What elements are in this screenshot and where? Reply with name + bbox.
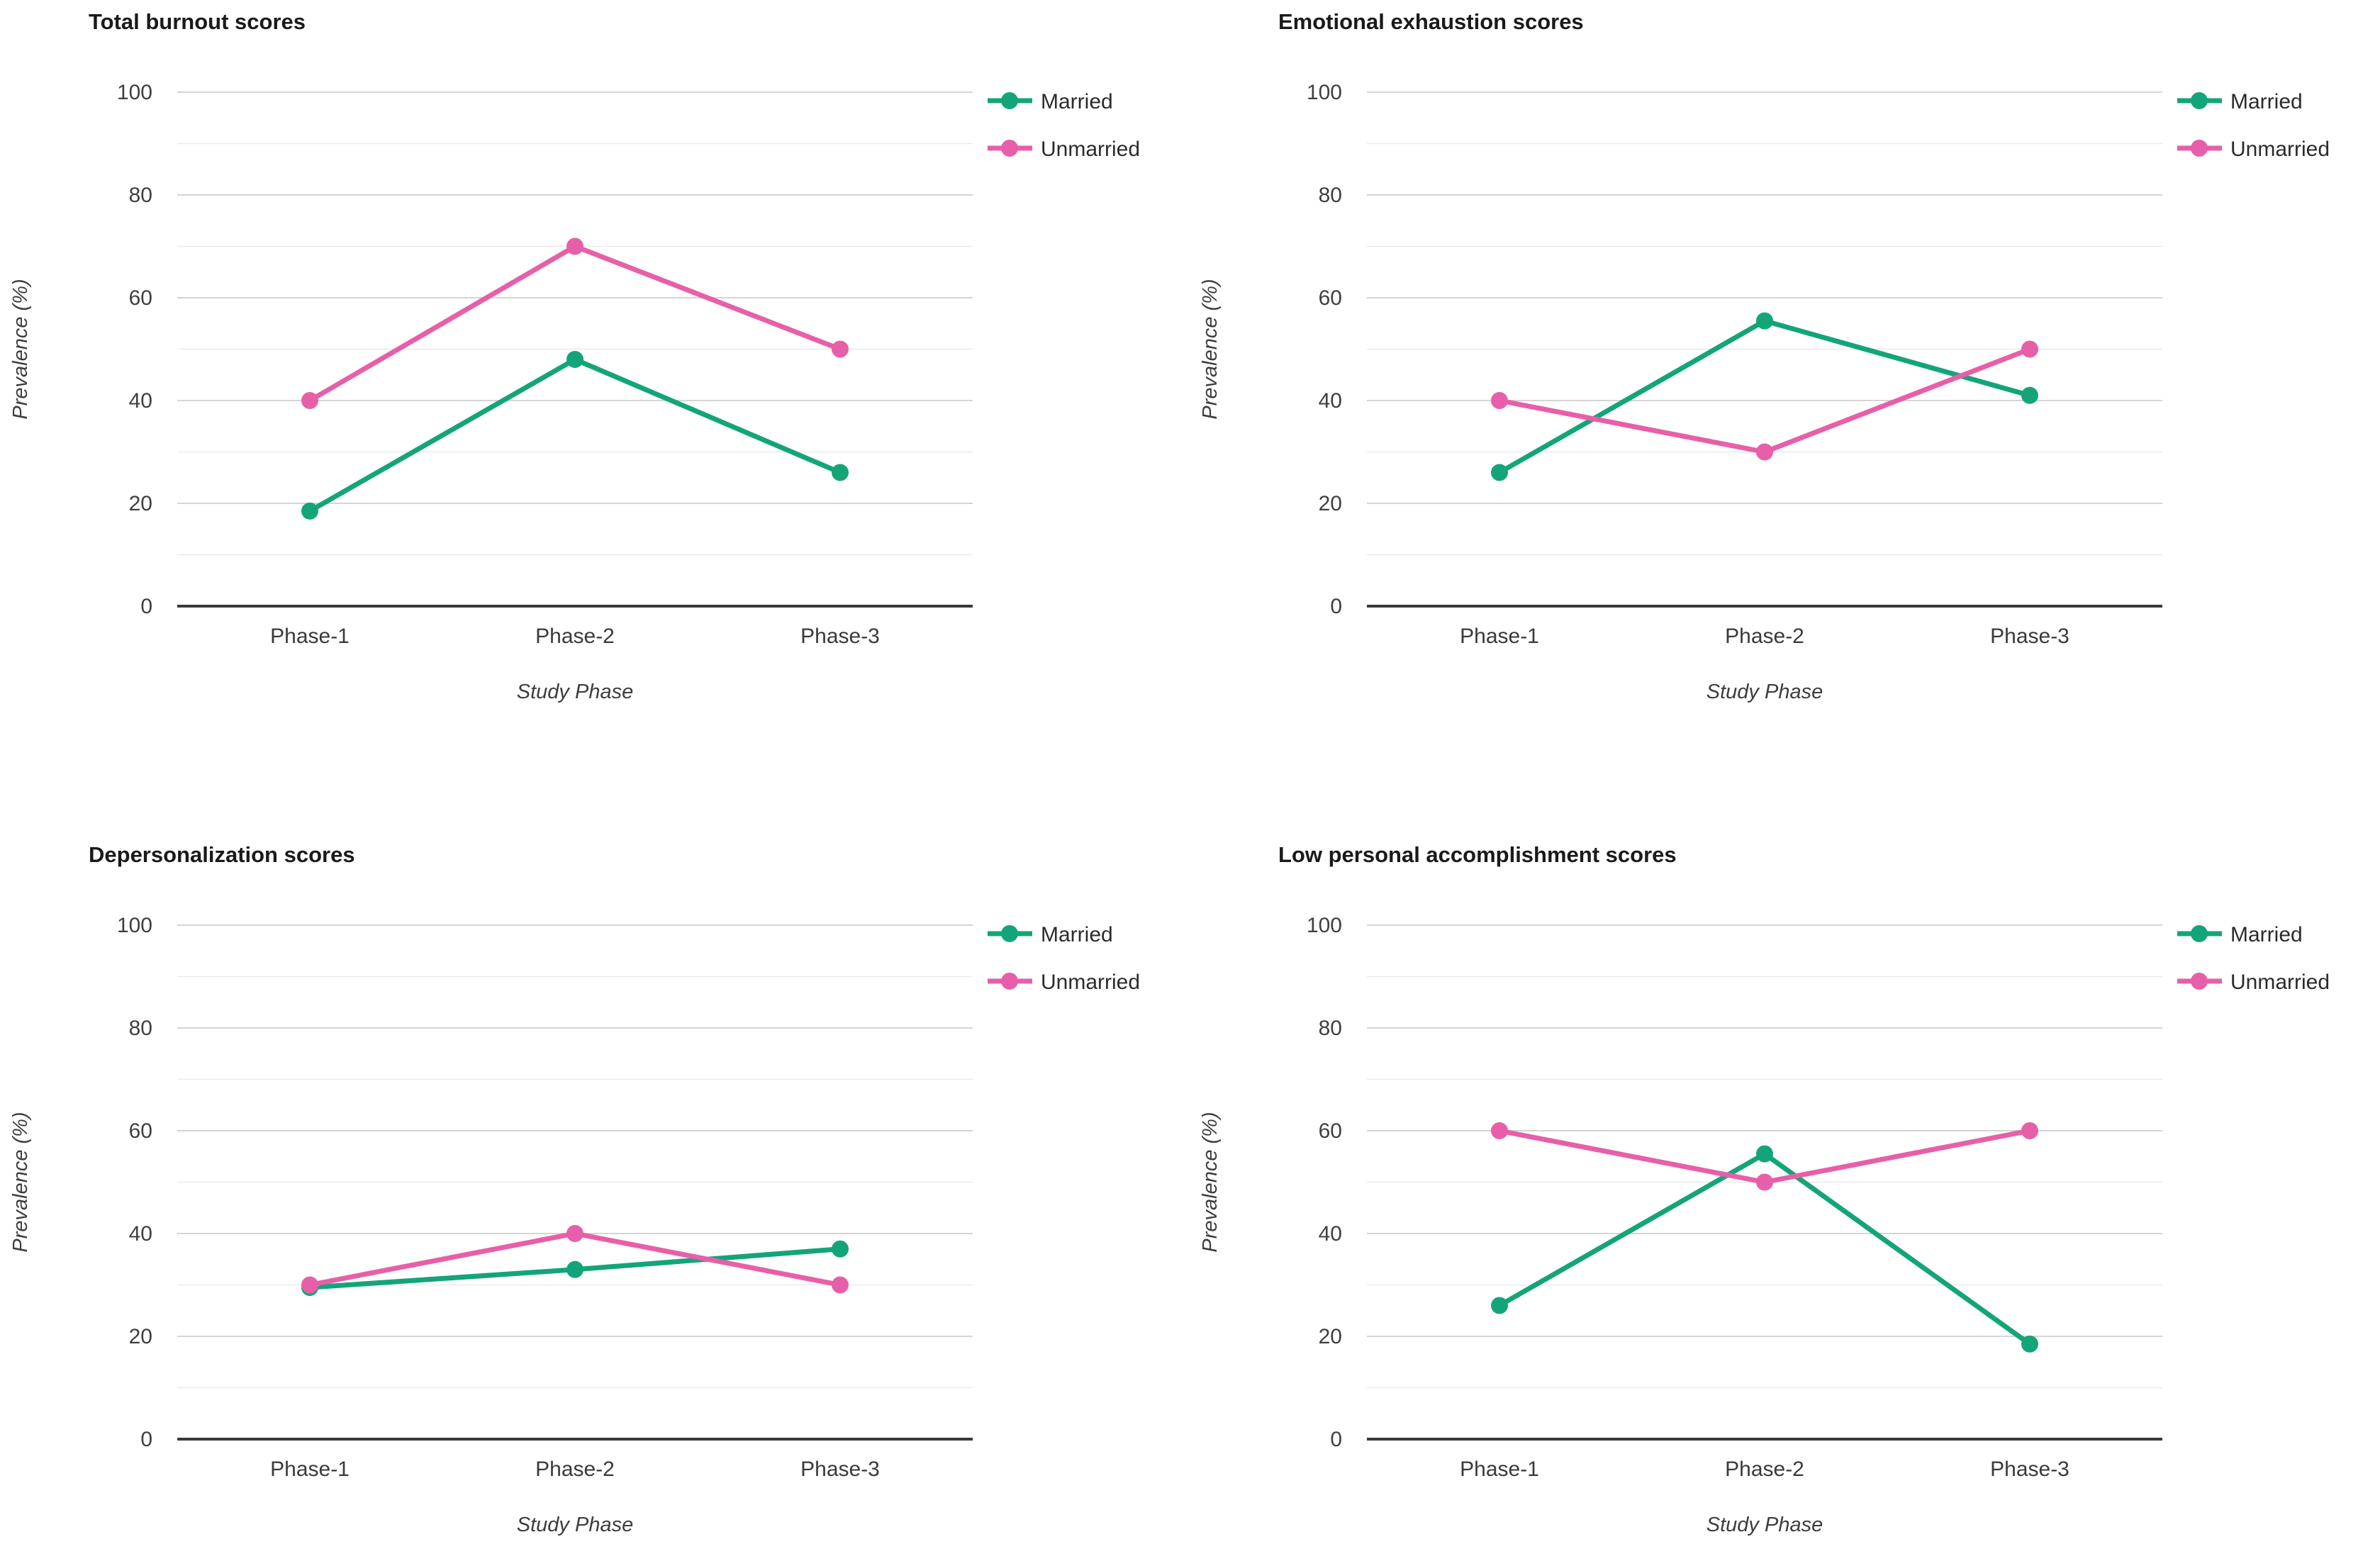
y-axis-title: Prevalence (%): [9, 1112, 32, 1252]
y-tick-label: 40: [1319, 1222, 1342, 1246]
legend-marker-unmarried: [1001, 140, 1018, 157]
data-point-unmarried: [1491, 392, 1508, 409]
x-axis-title: Study Phase: [517, 1514, 633, 1536]
data-point-unmarried: [566, 1225, 583, 1242]
legend-label-unmarried: Unmarried: [1041, 138, 1140, 161]
y-axis-title: Prevalence (%): [1199, 1112, 1222, 1252]
y-tick-label: 20: [1319, 492, 1342, 515]
legend-marker-married: [2191, 925, 2208, 942]
series-line-unmarried: [307, 244, 843, 403]
x-axis-title: Study Phase: [1706, 1514, 1823, 1536]
x-tick-label: Phase-1: [270, 625, 350, 648]
x-tick-label: Phase-2: [1725, 625, 1804, 648]
legend-label-married: Married: [2230, 923, 2303, 946]
data-point-unmarried: [2021, 1122, 2038, 1139]
x-tick-label: Phase-2: [535, 1458, 615, 1481]
data-point-unmarried: [1756, 443, 1773, 461]
legend-marker-unmarried: [1001, 973, 1018, 990]
data-point-married: [1756, 312, 1773, 330]
y-tick-label: 100: [1307, 914, 1342, 937]
y-axis-title: Prevalence (%): [1199, 279, 1222, 419]
x-tick-label: Phase-2: [1725, 1458, 1804, 1481]
data-point-married: [832, 1240, 849, 1258]
x-tick-label: Phase-3: [1990, 1458, 2069, 1481]
x-tick-label: Phase-2: [535, 625, 615, 648]
y-tick-label: 40: [129, 389, 152, 413]
y-tick-label: 60: [1319, 1119, 1342, 1143]
y-tick-label: 0: [1330, 1428, 1342, 1451]
y-tick-label: 80: [129, 1017, 152, 1040]
data-point-unmarried: [2021, 340, 2038, 358]
data-point-unmarried: [566, 237, 583, 255]
y-tick-label: 40: [1319, 389, 1342, 413]
y-tick-label: 80: [129, 184, 152, 207]
y-tick-label: 0: [140, 1428, 152, 1451]
legend-label-married: Married: [1041, 90, 1113, 113]
y-tick-label: 60: [129, 286, 152, 310]
y-tick-label: 100: [1307, 81, 1342, 104]
data-point-married: [301, 502, 318, 520]
data-point-unmarried: [1491, 1122, 1508, 1139]
data-point-unmarried: [832, 1276, 849, 1294]
y-tick-label: 20: [129, 492, 152, 515]
line-plot-emotional-exhaustion: 0 20 40 60 80 100 Phase-1 Phase-2 Phase-3 Study P…: [1199, 81, 2330, 703]
x-tick-label: Phase-3: [800, 625, 880, 648]
x-axis-title: Study Phase: [517, 681, 633, 703]
x-tick-label: Phase-1: [270, 1458, 350, 1481]
y-tick-label: 20: [1319, 1325, 1342, 1348]
series-line-married: [307, 357, 843, 514]
chart-title-emotional-exhaustion: Emotional exhaustion scores: [1278, 9, 1584, 34]
data-point-married: [566, 1260, 583, 1278]
y-tick-label: 80: [1319, 1017, 1342, 1040]
chart-cell-low-personal-accomplishment: Low personal accomplishment scores 0 20 40…: [1190, 767, 2380, 1536]
data-point-married: [2021, 1335, 2038, 1353]
y-tick-label: 0: [140, 595, 152, 618]
data-point-married: [832, 464, 849, 481]
legend-marker-married: [1001, 92, 1018, 109]
legend-marker-married: [2191, 92, 2208, 109]
data-point-married: [2021, 386, 2038, 404]
data-point-married: [566, 351, 583, 368]
y-tick-label: 20: [129, 1325, 152, 1348]
x-tick-label: Phase-1: [1460, 625, 1539, 648]
x-tick-label: Phase-3: [800, 1458, 880, 1481]
legend-label-unmarried: Unmarried: [2230, 138, 2330, 161]
chart-title-low-personal-accomplishment: Low personal accomplishment scores: [1278, 842, 1677, 867]
x-axis-title: Study Phase: [1706, 681, 1823, 703]
data-point-married: [1491, 1297, 1508, 1314]
data-point-unmarried: [1756, 1173, 1773, 1191]
legend-label-married: Married: [1041, 923, 1113, 946]
y-tick-label: 80: [1319, 184, 1342, 207]
legend-marker-married: [1001, 925, 1018, 942]
chart-cell-total-burnout: Total burnout scores 0 20 40 60 80 100 Phase-1…: [0, 0, 1190, 767]
chart-cell-emotional-exhaustion: Emotional exhaustion scores 0 20 40 60 80 100…: [1190, 0, 2380, 767]
y-tick-label: 100: [117, 914, 152, 937]
y-tick-label: 60: [129, 1119, 152, 1143]
legend-marker-unmarried: [2191, 973, 2208, 990]
data-point-married: [1491, 464, 1508, 481]
chart-title-total-burnout: Total burnout scores: [89, 9, 306, 34]
line-plot-depersonalization: 0 20 40 60 80 100 Phase-1 Phase-2 Phase-3 Study P…: [9, 914, 1140, 1536]
data-point-unmarried: [301, 392, 318, 409]
line-plot-low-personal-accomplishment: 0 20 40 60 80 100 Phase-1 Phase-2 Phase-3 Study P…: [1199, 914, 2330, 1536]
y-tick-label: 100: [117, 81, 152, 104]
line-plot-total-burnout: 0 20 40 60 80 100 Phase-1 Phase-2 Phase-3 Study P…: [9, 81, 1140, 703]
x-tick-label: Phase-3: [1990, 625, 2069, 648]
chart-cell-depersonalization: Depersonalization scores 0 20 40 60 80 100 Pha…: [0, 767, 1190, 1536]
legend-label-married: Married: [2230, 90, 2303, 113]
y-tick-label: 0: [1330, 595, 1342, 618]
legend-label-unmarried: Unmarried: [1041, 971, 1140, 994]
y-axis-title: Prevalence (%): [9, 279, 32, 419]
data-point-married: [1756, 1145, 1773, 1163]
x-tick-label: Phase-1: [1460, 1458, 1539, 1481]
legend-label-unmarried: Unmarried: [2230, 971, 2330, 994]
chart-title-depersonalization: Depersonalization scores: [89, 842, 355, 867]
y-tick-label: 40: [129, 1222, 152, 1246]
data-point-unmarried: [832, 340, 849, 358]
legend-marker-unmarried: [2191, 140, 2208, 157]
data-point-unmarried: [301, 1276, 318, 1294]
y-tick-label: 60: [1319, 286, 1342, 310]
